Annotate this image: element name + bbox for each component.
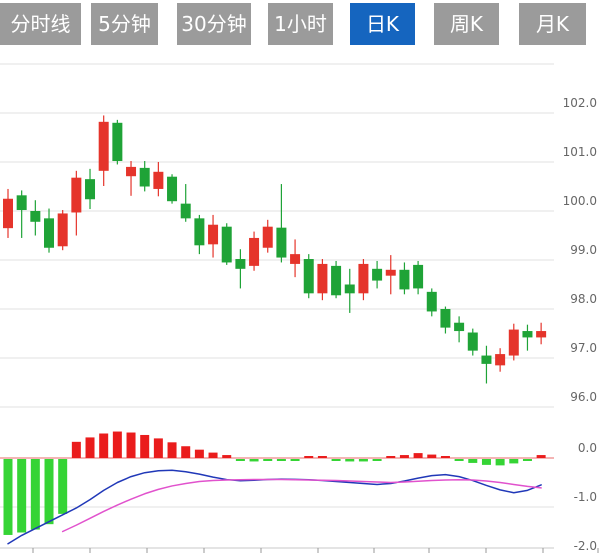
svg-text:101.0: 101.0 (563, 145, 597, 159)
svg-text:102.0: 102.0 (563, 96, 597, 110)
tab-timeline[interactable]: 分时线 (0, 3, 81, 45)
svg-text:96.0: 96.0 (570, 390, 597, 404)
tab-30min[interactable]: 30分钟 (177, 3, 251, 45)
tab-label: 5分钟 (98, 12, 151, 36)
tab-label: 分时线 (10, 12, 71, 36)
tab-monthly[interactable]: 月K (519, 3, 586, 45)
tab-label: 日K (365, 12, 400, 36)
svg-text:-2.0: -2.0 (574, 539, 597, 553)
tab-weekly[interactable]: 周K (434, 3, 499, 45)
tab-label: 30分钟 (181, 12, 247, 36)
svg-text:97.0: 97.0 (570, 341, 597, 355)
tab-daily[interactable]: 日K (350, 3, 415, 45)
svg-text:0.0: 0.0 (578, 441, 597, 455)
period-tab-bar: 分时线 5分钟 30分钟 1小时 日K 周K 月K (0, 0, 604, 50)
svg-text:100.0: 100.0 (563, 194, 597, 208)
tab-1hour[interactable]: 1小时 (268, 3, 333, 45)
svg-text:99.0: 99.0 (570, 243, 597, 257)
tab-label: 周K (449, 12, 484, 36)
tab-5min[interactable]: 5分钟 (91, 3, 158, 45)
tab-label: 月K (535, 12, 570, 36)
svg-text:98.0: 98.0 (570, 292, 597, 306)
svg-text:-1.0: -1.0 (574, 490, 597, 504)
tab-label: 1小时 (274, 12, 327, 36)
